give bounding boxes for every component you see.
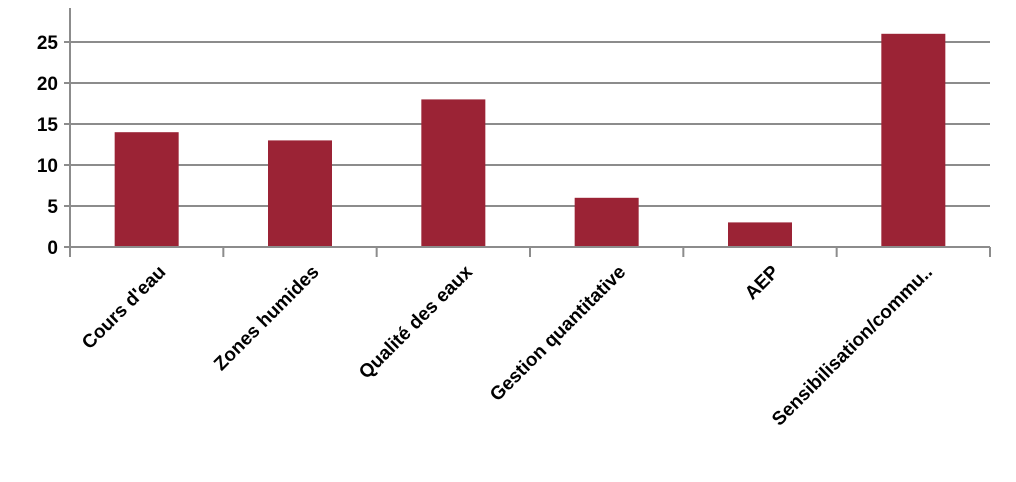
- y-tick-label-10: 10: [37, 156, 58, 177]
- y-tick-labels: 0 5 10 15 20 25: [37, 33, 59, 259]
- bars: [114, 33, 946, 248]
- x-category-labels: Cours d'eau Zones humides Qualité des eaux…: [78, 261, 937, 430]
- x-category-label-3: Gestion quantitative: [486, 262, 630, 406]
- bar-2: [421, 99, 486, 248]
- x-category-label-0: Cours d'eau: [78, 262, 170, 354]
- x-category-label-5: Sensibilisation/commu..: [768, 262, 937, 431]
- y-tick-label-25: 25: [37, 33, 59, 54]
- bar-4: [728, 222, 792, 247]
- bar-1: [268, 140, 332, 247]
- y-tick-label-20: 20: [37, 74, 58, 95]
- x-category-label-4: AEP: [741, 261, 784, 304]
- gridlines: [70, 41, 990, 207]
- bar-5: [881, 33, 946, 247]
- bar-3: [574, 197, 639, 247]
- y-tick-label-0: 0: [47, 238, 58, 259]
- y-tick-label-5: 5: [47, 197, 58, 218]
- bar-0: [114, 132, 179, 247]
- x-category-label-2: Qualité des eaux: [355, 261, 477, 383]
- y-tick-label-15: 15: [37, 115, 59, 136]
- x-category-label-1: Zones humides: [210, 262, 323, 375]
- axes: [64, 8, 991, 257]
